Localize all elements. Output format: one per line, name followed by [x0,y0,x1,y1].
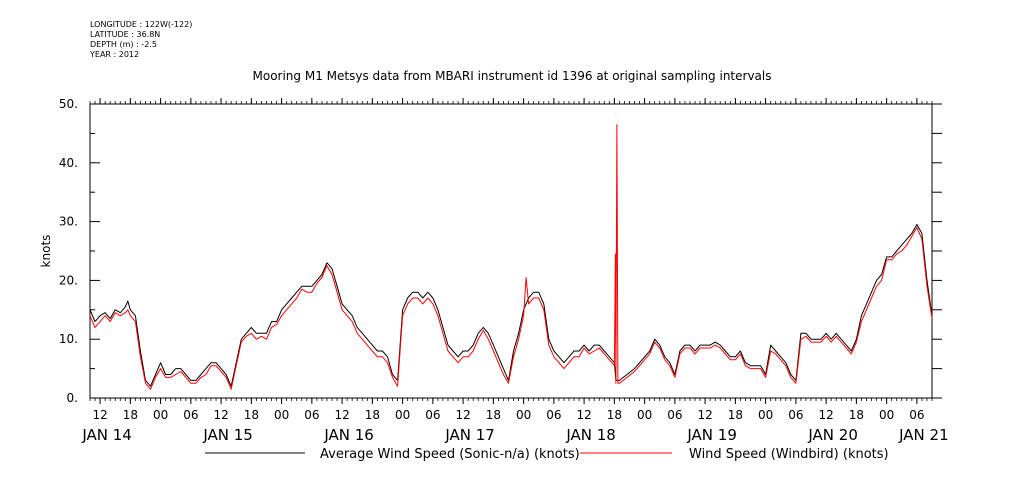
x-tick-label: 18 [849,408,864,422]
x-tick-label: 00 [637,408,652,422]
metadata-block: LONGITUDE : 122W(-122) LATITUDE : 36.8N … [90,20,192,60]
x-tick-label: 12 [92,408,107,422]
x-day-label: JAN 17 [444,426,495,444]
longitude-label: LONGITUDE : 122W(-122) [90,20,193,29]
x-tick-label: 12 [576,408,591,422]
x-tick-label: 12 [697,408,712,422]
x-tick-label: 06 [909,408,924,422]
x-tick-label: 12 [818,408,833,422]
latitude-label: LATITUDE : 36.8N [90,30,161,39]
chart-title: Mooring M1 Metsys data from MBARI instru… [253,69,772,83]
year-label: YEAR : 2012 [90,50,140,59]
series-line-2 [89,124,933,390]
y-axis-label: knots [39,235,53,268]
y-tick-label: 20. [59,273,78,287]
x-tick-label: 12 [213,408,228,422]
x-tick-label: 12 [334,408,349,422]
x-tick-label: 12 [455,408,470,422]
x-tick-label: 18 [244,408,259,422]
x-tick-label: 00 [516,408,531,422]
x-tick-label: 00 [758,408,773,422]
x-tick-label: 00 [153,408,168,422]
y-tick-label: 10. [59,332,78,346]
x-day-label: JAN 15 [202,426,253,444]
x-tick-label: 18 [607,408,622,422]
x-tick-label: 18 [365,408,380,422]
x-tick-label: 06 [183,408,198,422]
x-day-label: JAN 16 [323,426,374,444]
legend-label-2: Wind Speed (Windbird) (knots) [689,447,889,462]
x-day-label: JAN 19 [686,426,737,444]
x-day-label: JAN 21 [898,426,949,444]
x-tick-label: 06 [667,408,682,422]
x-day-label: JAN 20 [807,426,858,444]
x-tick-label: 06 [788,408,803,422]
x-tick-label: 06 [546,408,561,422]
x-tick-label: 00 [879,408,894,422]
x-tick-label: 18 [728,408,743,422]
x-tick-label: 06 [425,408,440,422]
y-tick-label: 0. [67,391,78,405]
y-tick-label: 30. [59,215,78,229]
x-tick-label: 06 [304,408,319,422]
x-day-label: JAN 18 [565,426,616,444]
depth-label: DEPTH (m) : -2.5 [90,40,157,49]
x-day-label: JAN 14 [81,426,132,444]
series-line-1 [89,224,933,387]
y-tick-label: 40. [59,156,78,170]
legend-label-1: Average Wind Speed (Sonic-n/a) (knots) [320,447,580,462]
x-tick-label: 00 [274,408,289,422]
x-tick-label: 18 [123,408,138,422]
y-tick-label: 50. [59,97,78,111]
plot-frame [89,103,933,399]
x-tick-label: 00 [395,408,410,422]
x-tick-label: 18 [486,408,501,422]
